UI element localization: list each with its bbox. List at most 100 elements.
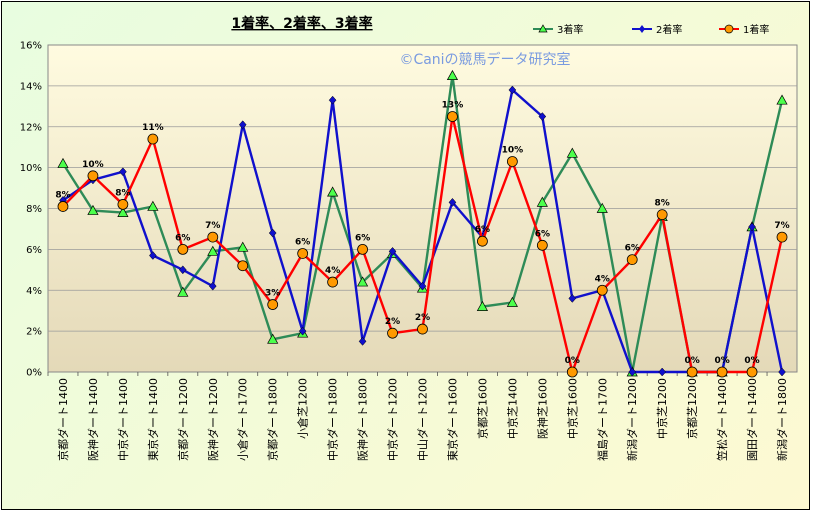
x-tick-label: 阪神芝1600 (535, 378, 549, 439)
x-tick-label: 京都芝1600 (475, 378, 489, 439)
data-point (297, 248, 309, 259)
x-tick-label: 小倉ダート1700 (236, 378, 250, 461)
y-tick-label: 4% (26, 286, 42, 297)
x-tick-label: 新潟ダート1800 (775, 378, 789, 461)
data-point (477, 235, 488, 247)
data-point (448, 197, 457, 207)
data-label: 7% (205, 221, 220, 231)
data-point (177, 243, 189, 255)
data-point (327, 186, 339, 197)
data-label: 8% (655, 199, 670, 209)
data-label: 10% (502, 145, 524, 155)
data-point (748, 222, 756, 232)
data-point (147, 200, 159, 211)
data-point (778, 367, 786, 377)
data-point (658, 367, 667, 377)
data-point (387, 327, 398, 339)
data-label: 0% (714, 356, 729, 366)
series-3 (57, 111, 788, 378)
y-tick-label: 12% (20, 122, 42, 133)
data-point (147, 133, 159, 145)
x-tick-label: 中京ダート1400 (116, 378, 130, 461)
x-tick-label: 東京ダート1600 (445, 378, 459, 461)
data-label: 8% (55, 190, 70, 200)
data-point (119, 167, 127, 177)
x-tick-label: 園田ダート1400 (745, 378, 759, 461)
y-tick-label: 14% (20, 81, 42, 92)
y-tick-label: 0% (26, 368, 42, 379)
x-tick-label: 笠松ダート1400 (715, 378, 729, 461)
data-point (538, 112, 547, 121)
data-point (566, 147, 578, 158)
data-point (626, 254, 638, 265)
data-point (568, 294, 577, 303)
x-tick-label: 京都ダート1200 (176, 378, 190, 461)
data-label: 6% (475, 225, 490, 235)
x-tick-label: 阪神ダート1200 (206, 378, 220, 461)
x-tick-label: 中京芝1400 (505, 378, 519, 439)
data-point (447, 111, 458, 122)
data-point (776, 231, 788, 243)
legend-label-3chaku: 3着率 (557, 23, 583, 36)
data-point (87, 204, 99, 215)
x-tick-label: 京都芝1200 (685, 378, 699, 439)
data-point (149, 251, 157, 260)
data-label: 4% (595, 274, 610, 284)
chart-title: 1着率、2着率、3着率 (231, 15, 372, 32)
data-point (446, 69, 459, 81)
data-point (237, 260, 249, 272)
y-axis-ticks: 0% 2% 4% 6% 8% 10% 12% 14% 16% (20, 41, 42, 379)
legend-marker-2chaku (639, 25, 645, 33)
x-tick-label: 京都ダート1400 (56, 378, 70, 461)
data-point (328, 95, 337, 105)
data-point (117, 199, 129, 210)
y-tick-label: 16% (20, 41, 42, 52)
data-label: 0% (565, 356, 580, 366)
series-layer (57, 69, 788, 378)
y-tick-label: 2% (26, 327, 42, 338)
data-label: 10% (82, 160, 104, 170)
gridlines (48, 85, 797, 332)
y-tick-label: 6% (26, 245, 42, 256)
data-point (87, 170, 99, 182)
x-tick-label: 京都ダート1800 (266, 378, 280, 461)
data-point (57, 157, 69, 168)
x-tick-label: 東京ダート1400 (146, 378, 160, 461)
x-tick-label: 福島ダート1700 (595, 378, 609, 461)
legend-marker-1chaku (724, 24, 734, 34)
data-point (776, 94, 788, 105)
y-tick-label: 10% (20, 163, 42, 174)
data-point (177, 286, 189, 297)
data-label: 13% (442, 101, 464, 111)
data-point (238, 120, 247, 130)
x-tick-label: 小倉芝1200 (296, 378, 310, 439)
x-axis-ticks: 京都ダート1400 阪神ダート1400 中京ダート1400 東京ダート1400 京都ダー… (47, 372, 789, 461)
data-point (298, 326, 307, 336)
data-point (686, 366, 698, 378)
data-point (207, 245, 219, 256)
data-point (267, 333, 279, 344)
data-point (596, 284, 608, 296)
data-point (536, 239, 548, 251)
data-label: 2% (385, 317, 400, 327)
legend-label-1chaku: 1着率 (743, 23, 769, 36)
x-tick-label: 阪神ダート1400 (86, 378, 100, 461)
data-point (508, 85, 517, 95)
data-point (418, 281, 427, 291)
legend-label-2chaku: 2着率 (656, 23, 682, 36)
data-point (566, 366, 578, 378)
data-label: 6% (355, 233, 370, 243)
data-point (57, 201, 69, 212)
x-tick-label: 阪神ダート1800 (356, 378, 370, 461)
data-label: 0% (684, 356, 699, 366)
data-point (117, 206, 129, 217)
data-point (628, 367, 637, 377)
legend: 3着率 2着率 1着率 (533, 23, 769, 36)
data-point (327, 276, 339, 288)
data-point (716, 366, 728, 378)
data-point (506, 156, 518, 167)
data-label: 6% (295, 237, 310, 247)
data-point (237, 241, 249, 252)
